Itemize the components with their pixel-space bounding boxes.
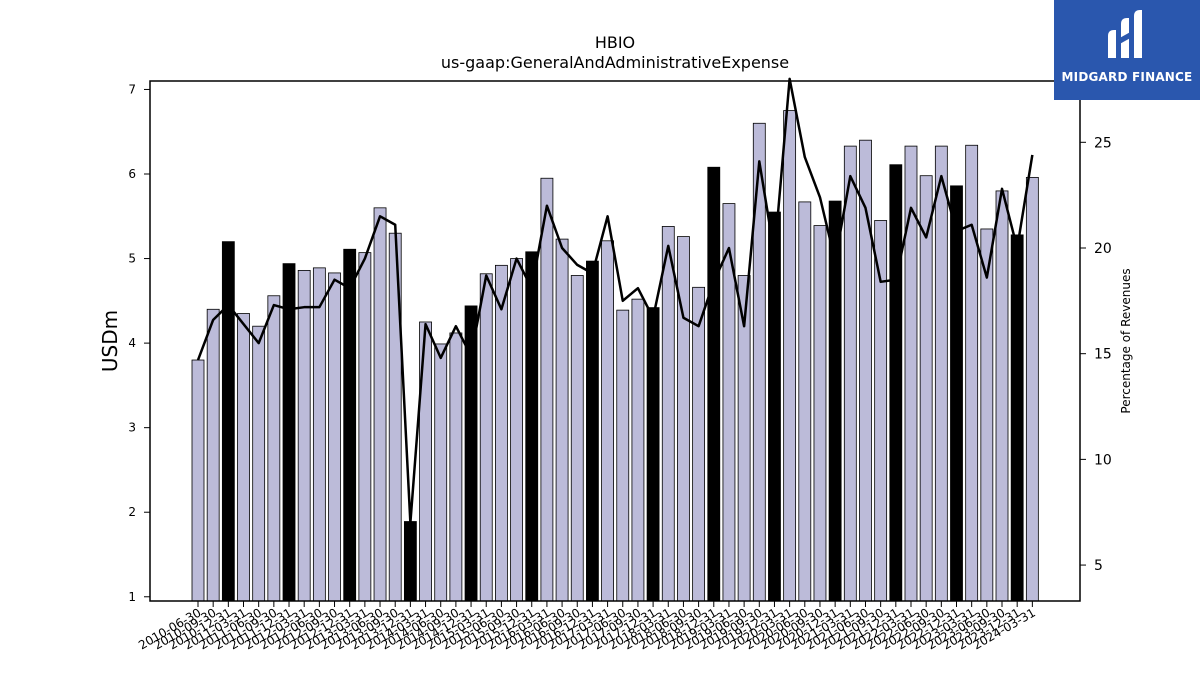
bar — [282, 263, 296, 602]
bar — [358, 252, 372, 602]
bar — [934, 145, 948, 602]
bar — [1010, 234, 1024, 602]
bar — [494, 264, 508, 602]
bar — [631, 298, 645, 602]
bar — [768, 211, 781, 602]
bar — [570, 275, 584, 602]
bar — [965, 144, 979, 602]
bar — [798, 201, 812, 602]
y-tick-label: 1 — [128, 590, 136, 604]
y2-tick-label: 25 — [1094, 135, 1112, 151]
bar — [343, 248, 357, 602]
y-tick-label: 6 — [128, 167, 136, 181]
bar — [191, 359, 205, 602]
y-tick-label: 2 — [128, 505, 136, 519]
y2-tick-label: 20 — [1094, 241, 1112, 257]
bar — [434, 343, 448, 602]
chart-title: HBIO — [595, 33, 635, 52]
bar — [252, 325, 266, 602]
bar — [692, 286, 706, 602]
bar — [616, 309, 630, 602]
bar — [1025, 176, 1039, 602]
bar — [237, 313, 250, 602]
bar — [950, 185, 963, 602]
y-tick-label: 7 — [128, 82, 136, 96]
bar — [221, 241, 235, 602]
bar — [510, 258, 523, 602]
y2-tick-label: 15 — [1094, 347, 1112, 363]
midgard-logo-icon — [1108, 10, 1142, 58]
y2-tick-label: 10 — [1094, 452, 1112, 468]
bar — [586, 260, 599, 602]
bar — [403, 521, 417, 602]
y2-axis-label: Percentage of Revenues — [1119, 268, 1133, 413]
y-tick-label: 4 — [128, 336, 136, 350]
bar — [373, 207, 387, 602]
y-tick-label: 5 — [128, 252, 136, 266]
bar — [677, 236, 690, 602]
bar — [540, 177, 554, 602]
bar — [919, 175, 933, 602]
bar — [646, 307, 660, 602]
bar — [889, 164, 903, 602]
bar — [525, 251, 539, 602]
bar — [312, 267, 326, 602]
bar — [661, 226, 675, 602]
bar — [328, 272, 341, 602]
bar — [206, 308, 220, 602]
percentage-line — [196, 77, 1034, 525]
brand-logo: MIDGARD FINANCE — [1054, 0, 1200, 100]
plot-frame — [149, 80, 1081, 602]
bar — [813, 225, 827, 602]
bar — [267, 295, 281, 602]
bar — [843, 145, 857, 602]
bar — [601, 240, 614, 602]
bar — [479, 273, 493, 602]
bar — [980, 228, 994, 602]
y-tick-label: 3 — [128, 421, 136, 435]
bar — [707, 166, 721, 602]
y-axis-label: USDm — [98, 310, 122, 372]
chart-subtitle: us-gaap:GeneralAndAdministrativeExpense — [441, 53, 789, 72]
logo-text: MIDGARD FINANCE — [1061, 70, 1193, 84]
bar — [783, 110, 797, 602]
bar — [449, 332, 463, 602]
bar — [555, 238, 569, 602]
y2-tick-label: 5 — [1094, 558, 1103, 574]
bar — [995, 190, 1009, 602]
bar — [297, 269, 311, 602]
